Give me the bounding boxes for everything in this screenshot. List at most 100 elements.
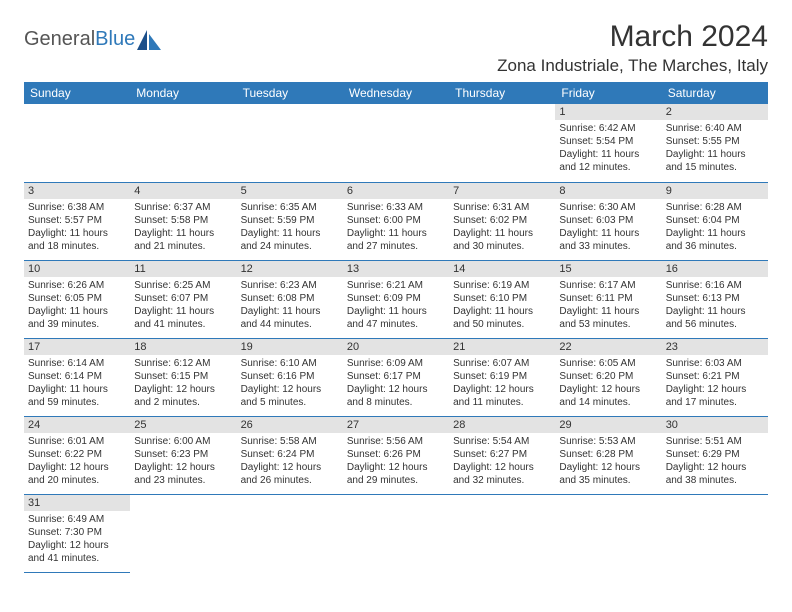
day-details: Sunrise: 5:56 AMSunset: 6:26 PMDaylight:… (343, 433, 449, 489)
day-number: 31 (24, 495, 130, 511)
calendar-day-cell: 11Sunrise: 6:25 AMSunset: 6:07 PMDayligh… (130, 260, 236, 338)
day-number: 8 (555, 183, 661, 199)
header: GeneralBlue March 2024 Zona Industriale,… (24, 20, 768, 76)
day-number: 30 (662, 417, 768, 433)
day-number: 1 (555, 104, 661, 120)
calendar-day-cell: 31Sunrise: 6:49 AMSunset: 7:30 PMDayligh… (24, 494, 130, 572)
day-number: 29 (555, 417, 661, 433)
calendar-day-cell: 9Sunrise: 6:28 AMSunset: 6:04 PMDaylight… (662, 182, 768, 260)
calendar-row: 24Sunrise: 6:01 AMSunset: 6:22 PMDayligh… (24, 416, 768, 494)
day-number: 10 (24, 261, 130, 277)
day-number: 3 (24, 183, 130, 199)
day-details: Sunrise: 6:03 AMSunset: 6:21 PMDaylight:… (662, 355, 768, 411)
day-details: Sunrise: 6:05 AMSunset: 6:20 PMDaylight:… (555, 355, 661, 411)
calendar-day-cell: 6Sunrise: 6:33 AMSunset: 6:00 PMDaylight… (343, 182, 449, 260)
calendar-day-cell: 15Sunrise: 6:17 AMSunset: 6:11 PMDayligh… (555, 260, 661, 338)
calendar-day-cell: 29Sunrise: 5:53 AMSunset: 6:28 PMDayligh… (555, 416, 661, 494)
day-number: 18 (130, 339, 236, 355)
sail-icon (137, 30, 163, 50)
calendar-empty-cell (555, 494, 661, 572)
calendar-day-cell: 23Sunrise: 6:03 AMSunset: 6:21 PMDayligh… (662, 338, 768, 416)
day-details: Sunrise: 6:30 AMSunset: 6:03 PMDaylight:… (555, 199, 661, 255)
calendar-day-cell: 24Sunrise: 6:01 AMSunset: 6:22 PMDayligh… (24, 416, 130, 494)
weekday-header: Monday (130, 82, 236, 104)
brand-name: GeneralBlue (24, 28, 135, 51)
calendar-day-cell: 8Sunrise: 6:30 AMSunset: 6:03 PMDaylight… (555, 182, 661, 260)
day-details: Sunrise: 5:54 AMSunset: 6:27 PMDaylight:… (449, 433, 555, 489)
calendar-day-cell: 17Sunrise: 6:14 AMSunset: 6:14 PMDayligh… (24, 338, 130, 416)
calendar-row: 31Sunrise: 6:49 AMSunset: 7:30 PMDayligh… (24, 494, 768, 572)
day-number: 28 (449, 417, 555, 433)
title-block: March 2024 Zona Industriale, The Marches… (497, 20, 768, 76)
day-details: Sunrise: 6:12 AMSunset: 6:15 PMDaylight:… (130, 355, 236, 411)
calendar-row: 3Sunrise: 6:38 AMSunset: 5:57 PMDaylight… (24, 182, 768, 260)
calendar-row: 10Sunrise: 6:26 AMSunset: 6:05 PMDayligh… (24, 260, 768, 338)
day-number: 24 (24, 417, 130, 433)
calendar-day-cell: 14Sunrise: 6:19 AMSunset: 6:10 PMDayligh… (449, 260, 555, 338)
day-number: 19 (237, 339, 343, 355)
calendar-empty-cell (130, 494, 236, 572)
day-number: 16 (662, 261, 768, 277)
day-number: 5 (237, 183, 343, 199)
day-details: Sunrise: 6:09 AMSunset: 6:17 PMDaylight:… (343, 355, 449, 411)
calendar-empty-cell (24, 104, 130, 182)
location-subtitle: Zona Industriale, The Marches, Italy (497, 56, 768, 76)
brand-name-a: General (24, 28, 95, 50)
day-details: Sunrise: 6:07 AMSunset: 6:19 PMDaylight:… (449, 355, 555, 411)
day-details: Sunrise: 5:51 AMSunset: 6:29 PMDaylight:… (662, 433, 768, 489)
day-details: Sunrise: 6:14 AMSunset: 6:14 PMDaylight:… (24, 355, 130, 411)
calendar-day-cell: 21Sunrise: 6:07 AMSunset: 6:19 PMDayligh… (449, 338, 555, 416)
calendar-empty-cell (130, 104, 236, 182)
day-number: 26 (237, 417, 343, 433)
calendar-table: SundayMondayTuesdayWednesdayThursdayFrid… (24, 82, 768, 573)
calendar-empty-cell (343, 104, 449, 182)
calendar-day-cell: 3Sunrise: 6:38 AMSunset: 5:57 PMDaylight… (24, 182, 130, 260)
day-number: 12 (237, 261, 343, 277)
day-number: 11 (130, 261, 236, 277)
day-number: 17 (24, 339, 130, 355)
calendar-empty-cell (343, 494, 449, 572)
weekday-header: Sunday (24, 82, 130, 104)
day-number: 13 (343, 261, 449, 277)
day-number: 6 (343, 183, 449, 199)
day-number: 7 (449, 183, 555, 199)
day-details: Sunrise: 6:37 AMSunset: 5:58 PMDaylight:… (130, 199, 236, 255)
calendar-day-cell: 13Sunrise: 6:21 AMSunset: 6:09 PMDayligh… (343, 260, 449, 338)
weekday-header: Friday (555, 82, 661, 104)
calendar-day-cell: 27Sunrise: 5:56 AMSunset: 6:26 PMDayligh… (343, 416, 449, 494)
day-details: Sunrise: 6:38 AMSunset: 5:57 PMDaylight:… (24, 199, 130, 255)
day-details: Sunrise: 6:26 AMSunset: 6:05 PMDaylight:… (24, 277, 130, 333)
calendar-empty-cell (237, 494, 343, 572)
calendar-day-cell: 2Sunrise: 6:40 AMSunset: 5:55 PMDaylight… (662, 104, 768, 182)
calendar-day-cell: 18Sunrise: 6:12 AMSunset: 6:15 PMDayligh… (130, 338, 236, 416)
day-number: 15 (555, 261, 661, 277)
weekday-header: Tuesday (237, 82, 343, 104)
day-number: 9 (662, 183, 768, 199)
calendar-empty-cell (237, 104, 343, 182)
day-number: 23 (662, 339, 768, 355)
calendar-day-cell: 4Sunrise: 6:37 AMSunset: 5:58 PMDaylight… (130, 182, 236, 260)
calendar-day-cell: 30Sunrise: 5:51 AMSunset: 6:29 PMDayligh… (662, 416, 768, 494)
day-number: 2 (662, 104, 768, 120)
day-number: 21 (449, 339, 555, 355)
day-number: 27 (343, 417, 449, 433)
brand-name-b: Blue (95, 28, 135, 50)
calendar-day-cell: 7Sunrise: 6:31 AMSunset: 6:02 PMDaylight… (449, 182, 555, 260)
day-details: Sunrise: 6:17 AMSunset: 6:11 PMDaylight:… (555, 277, 661, 333)
day-details: Sunrise: 6:42 AMSunset: 5:54 PMDaylight:… (555, 120, 661, 176)
day-details: Sunrise: 5:53 AMSunset: 6:28 PMDaylight:… (555, 433, 661, 489)
day-details: Sunrise: 6:19 AMSunset: 6:10 PMDaylight:… (449, 277, 555, 333)
calendar-body: 1Sunrise: 6:42 AMSunset: 5:54 PMDaylight… (24, 104, 768, 572)
day-details: Sunrise: 6:28 AMSunset: 6:04 PMDaylight:… (662, 199, 768, 255)
calendar-day-cell: 20Sunrise: 6:09 AMSunset: 6:17 PMDayligh… (343, 338, 449, 416)
day-details: Sunrise: 6:16 AMSunset: 6:13 PMDaylight:… (662, 277, 768, 333)
weekday-header: Wednesday (343, 82, 449, 104)
day-details: Sunrise: 6:49 AMSunset: 7:30 PMDaylight:… (24, 511, 130, 567)
calendar-day-cell: 26Sunrise: 5:58 AMSunset: 6:24 PMDayligh… (237, 416, 343, 494)
day-details: Sunrise: 5:58 AMSunset: 6:24 PMDaylight:… (237, 433, 343, 489)
calendar-day-cell: 5Sunrise: 6:35 AMSunset: 5:59 PMDaylight… (237, 182, 343, 260)
calendar-day-cell: 16Sunrise: 6:16 AMSunset: 6:13 PMDayligh… (662, 260, 768, 338)
day-details: Sunrise: 6:25 AMSunset: 6:07 PMDaylight:… (130, 277, 236, 333)
day-details: Sunrise: 6:35 AMSunset: 5:59 PMDaylight:… (237, 199, 343, 255)
day-number: 14 (449, 261, 555, 277)
